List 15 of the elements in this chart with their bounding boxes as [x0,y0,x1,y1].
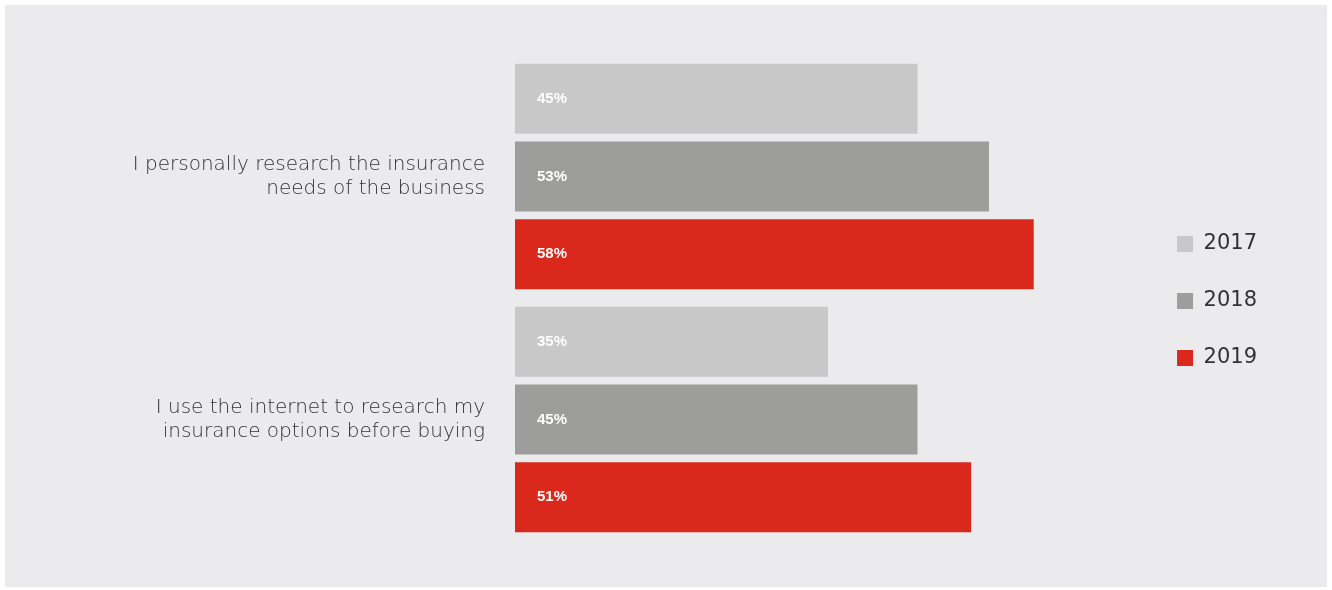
data-label: 58% [537,244,568,262]
legend-label: 2018 [1203,287,1258,312]
data-label: 53% [537,166,568,184]
bar [515,462,972,533]
bar [515,63,918,134]
data-label: 51% [537,487,568,505]
y-tick-label: I use the internet to research my insurance options before buying [155,393,485,442]
bar [515,384,918,455]
data-label: 45% [537,409,568,427]
bar [515,306,829,377]
y-tick-label: I personally research the insurance needs of the business [132,150,485,199]
bar [515,219,1034,290]
legend-label: 2019 [1203,344,1258,369]
bar [515,141,990,212]
legend-label: 2017 [1203,230,1258,255]
